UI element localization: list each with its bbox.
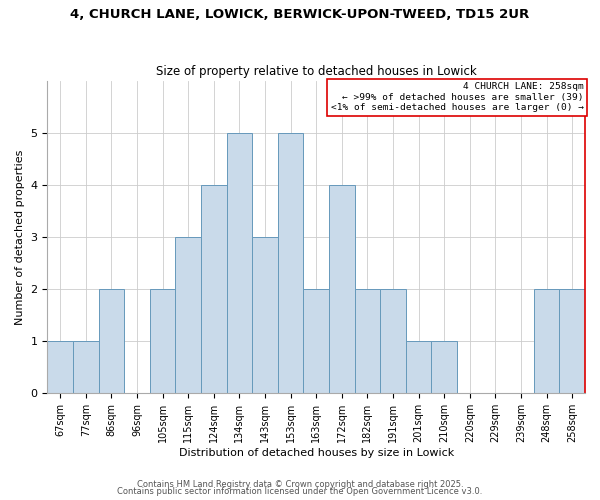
Text: Contains public sector information licensed under the Open Government Licence v3: Contains public sector information licen… bbox=[118, 488, 482, 496]
Text: 4 CHURCH LANE: 258sqm
← >99% of detached houses are smaller (39)
<1% of semi-det: 4 CHURCH LANE: 258sqm ← >99% of detached… bbox=[331, 82, 584, 112]
Bar bbox=[175, 237, 201, 393]
Bar bbox=[304, 289, 329, 393]
Bar bbox=[559, 289, 585, 393]
Bar bbox=[431, 341, 457, 393]
Y-axis label: Number of detached properties: Number of detached properties bbox=[15, 150, 25, 324]
Bar bbox=[73, 341, 98, 393]
Bar bbox=[329, 185, 355, 393]
Bar bbox=[150, 289, 175, 393]
Bar bbox=[380, 289, 406, 393]
Bar bbox=[227, 133, 252, 393]
Bar bbox=[278, 133, 304, 393]
Bar bbox=[355, 289, 380, 393]
Bar bbox=[47, 341, 73, 393]
Bar bbox=[98, 289, 124, 393]
Bar bbox=[534, 289, 559, 393]
Bar bbox=[406, 341, 431, 393]
X-axis label: Distribution of detached houses by size in Lowick: Distribution of detached houses by size … bbox=[179, 448, 454, 458]
Bar bbox=[252, 237, 278, 393]
Text: 4, CHURCH LANE, LOWICK, BERWICK-UPON-TWEED, TD15 2UR: 4, CHURCH LANE, LOWICK, BERWICK-UPON-TWE… bbox=[70, 8, 530, 20]
Text: Contains HM Land Registry data © Crown copyright and database right 2025.: Contains HM Land Registry data © Crown c… bbox=[137, 480, 463, 489]
Bar bbox=[201, 185, 227, 393]
Title: Size of property relative to detached houses in Lowick: Size of property relative to detached ho… bbox=[156, 66, 476, 78]
